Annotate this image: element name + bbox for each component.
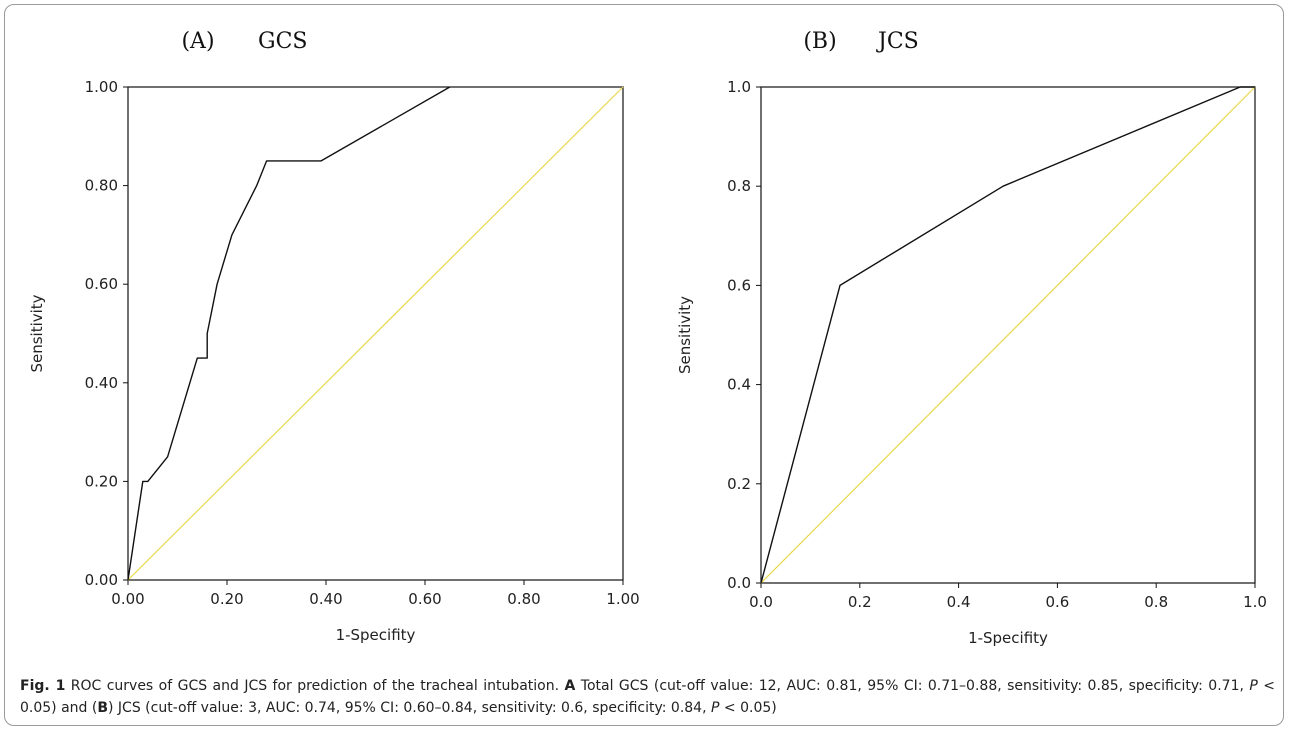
panel-a-ytick-label: 0.60 xyxy=(85,275,118,293)
panel-b-ytick-label: 0.2 xyxy=(727,475,751,493)
panel-b-xtick-label: 1.0 xyxy=(1243,593,1267,611)
panel-a-ytick-label: 0.40 xyxy=(85,374,118,392)
panel-a-plot-border xyxy=(127,86,624,581)
caption-a-text: Total GCS (cut-off value: 12, AUC: 0.81,… xyxy=(575,678,1250,694)
roc-figure: (A) GCS 0.00 0.20 0.40 0.60 0.80 1.00 0.00 0.20 0.… xyxy=(28,29,1267,647)
panel-a-xtick-label: 0.20 xyxy=(210,590,243,608)
caption-b-text: ) JCS (cut-off value: 3, AUC: 0.74, 95% … xyxy=(108,700,711,716)
figure-caption: Fig. 1 ROC curves of GCS and JCS for pre… xyxy=(20,675,1275,719)
panel-a-xtick-label: 0.40 xyxy=(309,590,342,608)
caption-intro: ROC curves of GCS and JCS for prediction… xyxy=(65,678,565,694)
panel-a-reference-line xyxy=(127,86,624,581)
panel-a-roc-curve xyxy=(127,86,451,581)
caption-a-p-text: < 0.05) and ( xyxy=(20,678,1275,716)
panel-a-xtick-label: 0.80 xyxy=(507,590,540,608)
panel-b-ytick-label: 0.8 xyxy=(727,177,751,195)
panel-a-ytick-label: 0.00 xyxy=(85,571,118,589)
panel-b-ytick-label: 0.0 xyxy=(727,574,751,592)
panel-a-ytick-label: 0.20 xyxy=(85,472,118,490)
panel-a-ytick-label: 1.00 xyxy=(85,78,118,96)
panel-b-roc-curve xyxy=(760,86,1255,584)
panel-a-title: GCS xyxy=(258,29,307,54)
panel-a-xtick-label: 1.00 xyxy=(606,590,639,608)
panel-a-ytick-label: 0.80 xyxy=(85,177,118,195)
panel-b-plot-border xyxy=(760,86,1256,584)
caption-p-symbol-b: P xyxy=(711,700,720,716)
panel-a-y-axis-label: Sensitivity xyxy=(28,294,46,372)
panel-b-ytick-label: 0.6 xyxy=(727,276,751,294)
caption-b-label: B xyxy=(97,700,109,716)
caption-b-p-text: < 0.05) xyxy=(719,700,777,716)
caption-a-label: A xyxy=(564,678,576,694)
panel-a-label: (A) xyxy=(181,29,214,54)
panel-b-ytick-label: 1.0 xyxy=(727,78,751,96)
panel-b-xtick-label: 0.0 xyxy=(749,593,773,611)
panel-b-xtick-label: 0.6 xyxy=(1045,593,1069,611)
caption-fig-label: Fig. 1 xyxy=(20,678,66,694)
panel-b-x-axis-label: 1-Specifity xyxy=(968,629,1048,647)
panel-b-y-axis-label: Sensitivity xyxy=(676,296,694,374)
figure-frame xyxy=(4,4,1284,726)
panel-b-xtick-label: 0.2 xyxy=(848,593,872,611)
panel-b-xtick-label: 0.4 xyxy=(947,593,971,611)
panel-b-title: JCS xyxy=(876,29,919,54)
panel-a-xtick-label: 0.00 xyxy=(111,590,144,608)
panel-b-xtick-label: 0.8 xyxy=(1144,593,1168,611)
caption-p-symbol-a: P xyxy=(1249,678,1258,694)
panel-b-label: (B) xyxy=(803,29,836,54)
panel-a-xtick-label: 0.60 xyxy=(408,590,441,608)
panel-a-x-axis-label: 1-Specifity xyxy=(336,626,416,644)
panel-b-ytick-label: 0.4 xyxy=(727,376,751,394)
panel-b-reference-line xyxy=(760,86,1256,584)
